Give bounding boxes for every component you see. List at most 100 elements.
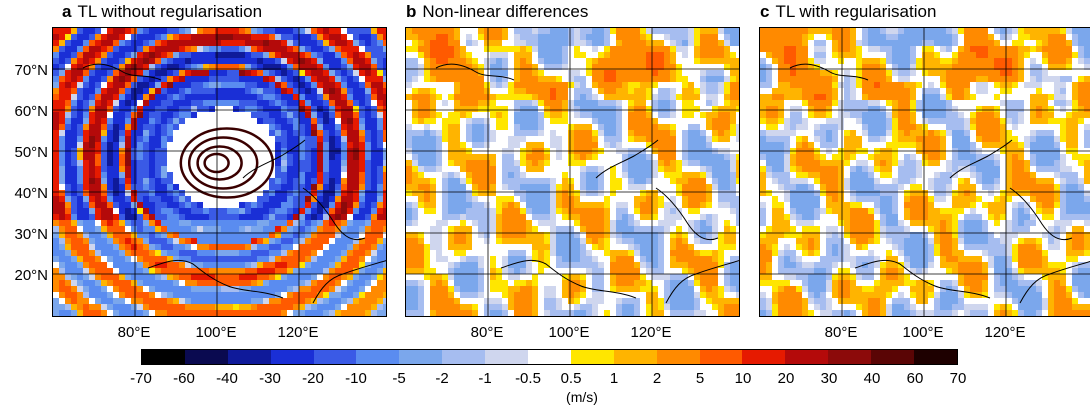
field-cell — [185, 112, 191, 118]
field-cell — [245, 274, 251, 280]
field-cell — [700, 70, 706, 76]
field-cell — [640, 112, 646, 118]
field-cell — [287, 232, 293, 238]
field-cell — [71, 130, 77, 136]
field-cell — [89, 214, 95, 220]
field-cell — [347, 82, 353, 88]
field-cell — [658, 262, 664, 268]
field-cell — [406, 34, 412, 40]
field-cell — [311, 172, 317, 178]
field-cell — [311, 88, 317, 94]
field-cell — [101, 100, 107, 106]
field-cell — [676, 46, 682, 52]
field-cell — [227, 244, 233, 250]
field-cell — [586, 184, 592, 190]
field-cell — [287, 58, 293, 64]
field-cell — [682, 76, 688, 82]
field-cell — [365, 238, 371, 244]
field-cell — [329, 190, 335, 196]
field-cell — [964, 34, 970, 40]
field-cell — [365, 130, 371, 136]
field-cell — [191, 64, 197, 70]
field-cell — [161, 52, 167, 58]
field-cell — [53, 28, 59, 34]
field-cell — [89, 304, 95, 310]
field-cell — [526, 256, 532, 262]
field-cell — [838, 34, 844, 40]
field-cell — [838, 40, 844, 46]
field-cell — [173, 40, 179, 46]
field-cell — [59, 118, 65, 124]
field-cell — [335, 142, 341, 148]
field-cell — [365, 316, 371, 317]
field-cell — [269, 94, 275, 100]
field-cell — [850, 28, 856, 34]
field-cell — [329, 298, 335, 304]
field-cell — [107, 124, 113, 130]
field-cell — [826, 28, 832, 34]
field-cell — [448, 118, 454, 124]
field-cell — [383, 70, 386, 76]
field-cell — [59, 124, 65, 130]
field-cell — [89, 76, 95, 82]
field-cell — [604, 136, 610, 142]
field-cell — [550, 298, 556, 304]
field-cell — [544, 310, 550, 316]
field-cell — [952, 28, 958, 34]
field-cell — [466, 226, 472, 232]
field-cell — [185, 100, 191, 106]
field-cell — [580, 304, 586, 310]
field-cell — [1060, 52, 1066, 58]
field-cell — [251, 226, 257, 232]
field-cell — [233, 316, 239, 317]
field-cell — [628, 64, 634, 70]
field-cell — [460, 220, 466, 226]
field-cell — [454, 268, 460, 274]
field-cell — [65, 316, 71, 317]
field-cell — [1048, 52, 1054, 58]
field-cell — [359, 226, 365, 232]
field-cell — [820, 58, 826, 64]
field-cell — [478, 274, 484, 280]
field-cell — [377, 76, 383, 82]
field-cell — [257, 40, 263, 46]
field-cell — [155, 316, 161, 317]
field-cell — [604, 46, 610, 52]
field-cell — [317, 76, 323, 82]
field-cell — [598, 286, 604, 292]
field-cell — [347, 52, 353, 58]
field-cell — [634, 46, 640, 52]
field-cell — [185, 82, 191, 88]
field-cell — [281, 274, 287, 280]
field-cell — [281, 268, 287, 274]
field-cell — [335, 208, 341, 214]
field-cell — [790, 46, 796, 52]
field-cell — [634, 160, 640, 166]
field-cell — [77, 112, 83, 118]
field-cell — [592, 280, 598, 286]
field-cell — [496, 82, 502, 88]
field-cell — [137, 82, 143, 88]
field-cell — [658, 136, 664, 142]
field-cell — [101, 40, 107, 46]
field-cell — [137, 58, 143, 64]
field-cell — [712, 298, 718, 304]
field-cell — [95, 88, 101, 94]
field-cell — [412, 256, 418, 262]
field-cell — [466, 244, 472, 250]
field-cell — [478, 94, 484, 100]
field-cell — [874, 40, 880, 46]
field-cell — [478, 214, 484, 220]
field-cell — [670, 136, 676, 142]
field-cell — [197, 274, 203, 280]
field-cell — [221, 208, 227, 214]
field-cell — [508, 142, 514, 148]
field-cell — [412, 214, 418, 220]
field-cell — [233, 88, 239, 94]
field-cell — [383, 76, 386, 82]
field-cell — [892, 52, 898, 58]
field-cell — [640, 244, 646, 250]
field-cell — [514, 106, 520, 112]
field-cell — [442, 214, 448, 220]
field-cell — [95, 238, 101, 244]
